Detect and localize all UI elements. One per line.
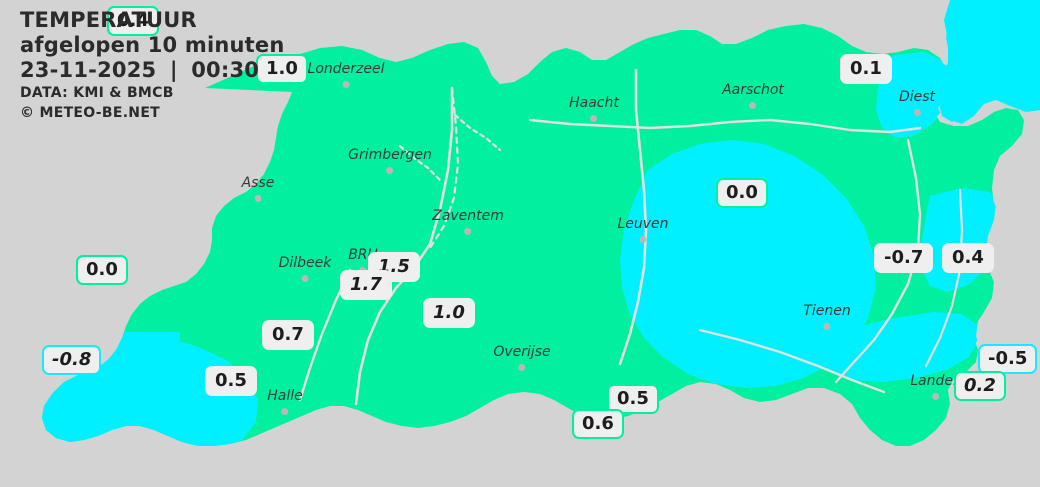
temperature-reading[interactable]: 0.2 xyxy=(954,371,1006,401)
temperature-reading[interactable]: 1.0 xyxy=(256,54,308,84)
temperature-reading[interactable]: 0.7 xyxy=(262,320,314,350)
temperature-reading[interactable]: 0.5 xyxy=(205,366,257,396)
temperature-reading[interactable]: 1.7 xyxy=(340,270,392,300)
temperature-reading[interactable]: 0.4 xyxy=(107,6,159,36)
temperature-reading[interactable]: 0.1 xyxy=(840,54,892,84)
temperature-reading[interactable]: 1.0 xyxy=(423,298,475,328)
temperature-reading[interactable]: 0.4 xyxy=(942,243,994,273)
temperature-reading[interactable]: -0.8 xyxy=(42,345,102,375)
temperature-reading[interactable]: -0.5 xyxy=(978,344,1038,374)
temperature-reading[interactable]: -0.7 xyxy=(874,243,934,273)
temperature-reading[interactable]: 0.0 xyxy=(716,178,768,208)
temperature-reading[interactable]: 0.5 xyxy=(607,384,659,414)
temperature-reading[interactable]: 0.0 xyxy=(76,255,128,285)
temperature-reading[interactable]: 0.6 xyxy=(572,409,624,439)
